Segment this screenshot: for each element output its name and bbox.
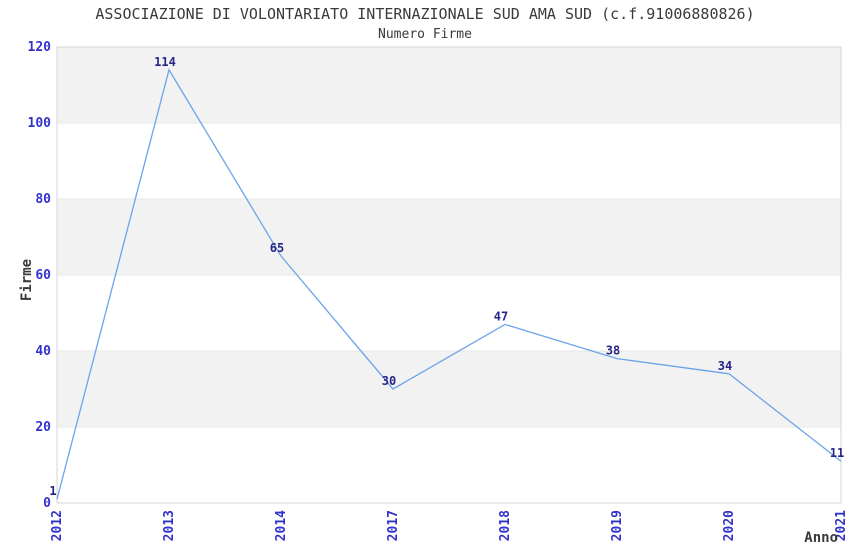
chart-title: ASSOCIAZIONE DI VOLONTARIATO INTERNAZION… — [95, 5, 755, 23]
x-tick-label: 2021 — [834, 510, 849, 541]
x-tick-label: 2019 — [610, 510, 625, 541]
x-axis-title: Anno — [804, 530, 838, 546]
x-tick-label: 2017 — [386, 510, 401, 541]
x-tick-label: 2012 — [50, 510, 65, 541]
y-tick-label: 40 — [35, 344, 51, 359]
y-tick-label: 0 — [43, 496, 51, 511]
plot-band — [57, 47, 841, 123]
plot-band — [57, 351, 841, 427]
data-point-label: 34 — [718, 359, 732, 373]
y-axis-title: Firme — [19, 259, 35, 301]
x-tick-label: 2018 — [498, 510, 513, 541]
data-point-label: 47 — [494, 309, 508, 323]
x-tick-label: 2013 — [162, 510, 177, 541]
y-tick-label: 20 — [35, 420, 51, 435]
y-tick-label: 60 — [35, 268, 51, 283]
data-point-label: 30 — [382, 374, 396, 388]
y-tick-label: 80 — [35, 192, 51, 207]
data-point-label: 38 — [606, 344, 620, 358]
y-tick-label: 120 — [28, 40, 52, 55]
plot-layer: 0 20 40 60 80 100 120 2012 2013 2014 2017 2018 2019 2… — [28, 40, 849, 541]
x-tick-label: 2014 — [274, 510, 289, 541]
x-tick-label: 2020 — [722, 510, 737, 541]
data-point-label: 114 — [154, 55, 176, 69]
data-point-label: 1 — [49, 484, 56, 498]
plot-border — [56, 46, 842, 504]
y-tick-label: 100 — [28, 116, 52, 131]
data-point-label: 11 — [830, 446, 844, 460]
plot-band — [57, 199, 841, 275]
chart-subtitle: Numero Firme — [378, 27, 472, 42]
series-line — [56, 68, 842, 500]
data-point-label: 65 — [270, 241, 284, 255]
